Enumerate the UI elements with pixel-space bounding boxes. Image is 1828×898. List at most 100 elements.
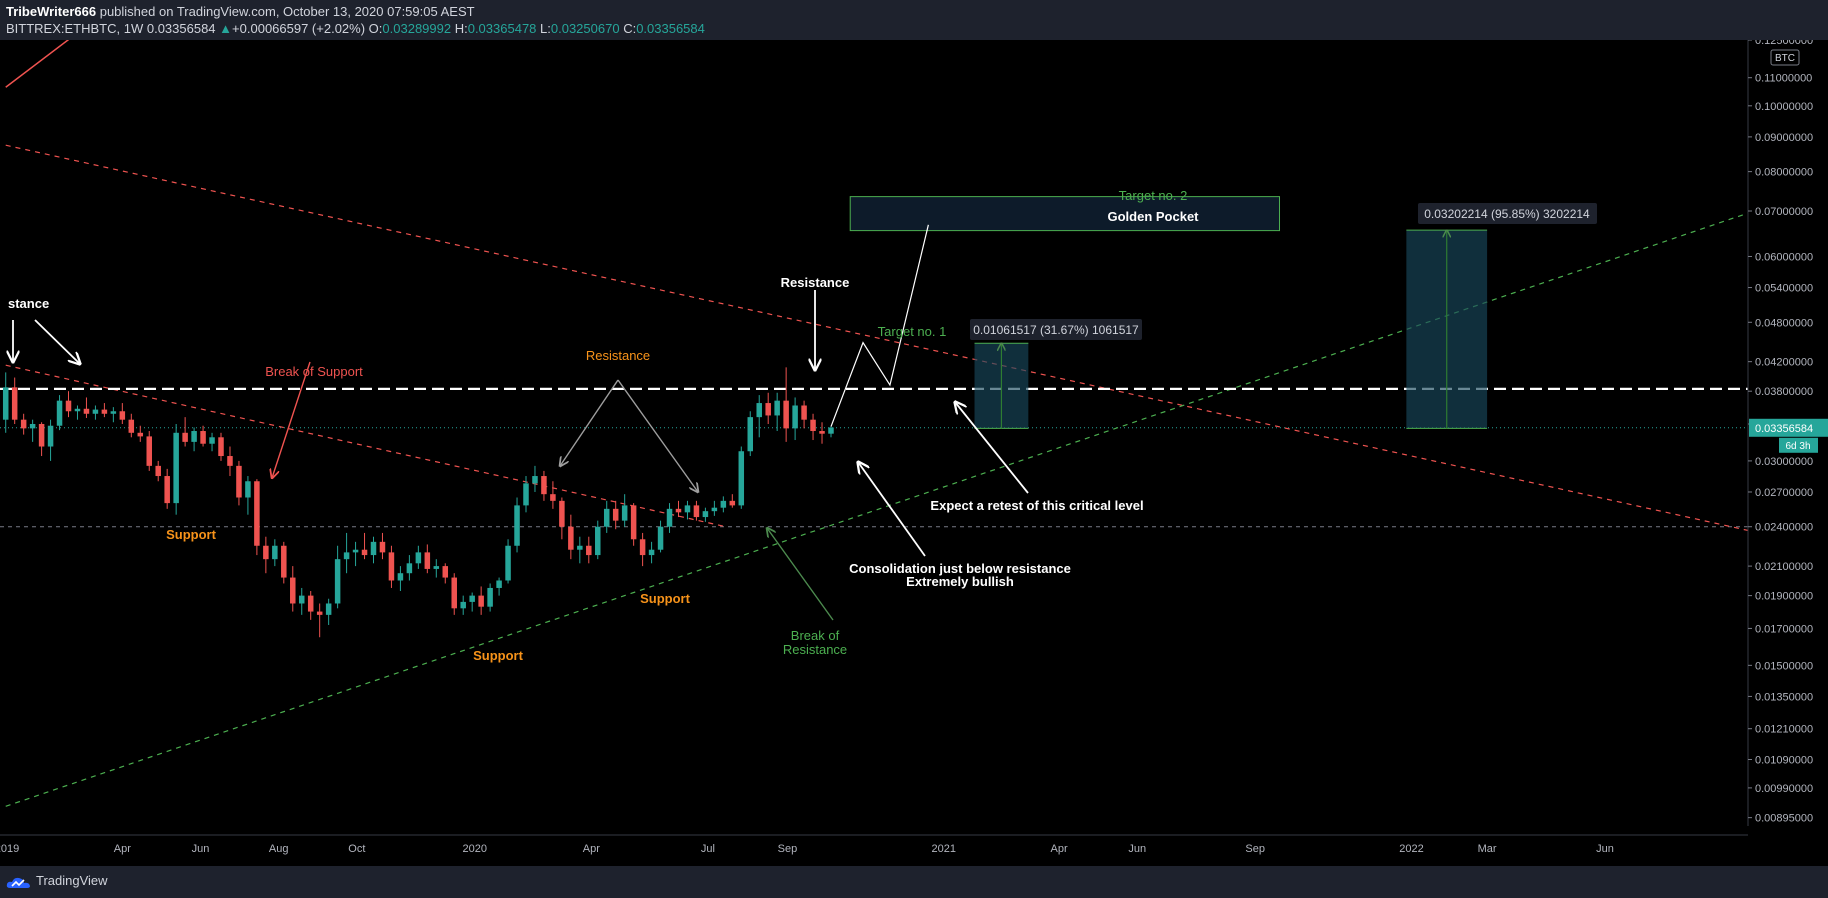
candle-body: [577, 545, 583, 550]
candle-body: [227, 456, 233, 466]
price-tick-label: 0.05400000: [1755, 283, 1813, 295]
price-tick-label: 0.01700000: [1755, 623, 1813, 635]
price-tick-label: 0.01210000: [1755, 724, 1813, 736]
candle-body: [469, 595, 475, 602]
candle-body: [406, 563, 413, 574]
candle-body: [648, 549, 655, 556]
price-tick-label: 0.04200000: [1755, 357, 1813, 369]
candle-body: [496, 580, 502, 588]
candle-body: [29, 423, 36, 429]
chart-header: TribeWriter666 published on TradingView.…: [0, 0, 1828, 40]
plot-background[interactable]: [0, 40, 1748, 826]
candle-body: [209, 437, 215, 444]
price-tick-label: 0.00895000: [1755, 813, 1813, 825]
candle-body: [47, 425, 54, 447]
golden-pocket-label: Golden Pocket: [1107, 209, 1199, 224]
measure-2-label: 0.03202214 (95.85%) 3202214: [1424, 207, 1590, 221]
candle-body: [388, 552, 395, 581]
candle-body: [747, 417, 754, 452]
candle-body: [541, 476, 547, 495]
candle-body: [218, 437, 224, 457]
candle-body: [756, 403, 762, 418]
low-label: L:: [540, 21, 551, 36]
price-tick-label: 0.03800000: [1755, 386, 1813, 398]
price-tick-label: 0.12500000: [1755, 40, 1813, 47]
candle-body: [720, 500, 727, 508]
candle-body: [693, 505, 700, 518]
retest-arrow: [955, 402, 1029, 494]
resistance-label-top: Resistance: [781, 275, 850, 290]
open-value: 0.03289992: [382, 21, 452, 36]
candle-body: [361, 549, 368, 556]
candle-body: [523, 483, 529, 506]
candle-body: [774, 400, 780, 416]
price-tick-label: 0.03000000: [1755, 456, 1813, 468]
author-name[interactable]: TribeWriter666: [6, 4, 97, 19]
ohlc-legend: BITTREX:ETHBTC, 1W 0.03356584 ▲+0.000665…: [6, 21, 705, 36]
candle-body: [20, 419, 27, 429]
measure-1-badge: [970, 319, 1142, 340]
candle-body: [451, 577, 457, 609]
candle-body: [343, 552, 350, 560]
candle-body: [146, 436, 152, 466]
symbol-label[interactable]: BITTREX:ETHBTC, 1W: [6, 21, 144, 36]
candle-body: [11, 387, 18, 420]
close-value: 0.03356584: [636, 21, 705, 36]
candle-body: [83, 408, 90, 414]
currency-label: BTC: [1775, 53, 1795, 64]
candle-body: [514, 505, 520, 546]
time-tick-label: Jul: [701, 843, 715, 855]
candle-body: [550, 494, 556, 501]
price-tick-label: 0.09000000: [1755, 132, 1813, 144]
break-of-resistance-arrow: [767, 528, 834, 621]
high-value: 0.03365478: [467, 21, 537, 36]
candle-body: [568, 526, 574, 550]
time-tick-label: Sep: [1245, 843, 1265, 855]
time-axis-background: [0, 835, 1748, 866]
target-2-label: Target no. 2: [1119, 188, 1188, 203]
candle-body: [666, 508, 673, 527]
candle-body: [702, 511, 709, 518]
candle-body: [298, 595, 305, 604]
drawings: [13, 196, 1597, 621]
candle-body: [711, 507, 718, 512]
time-axis[interactable]: 2019 Apr Jun Aug Oct 2020 Apr Jul Sep 2021 Apr Jun S…: [0, 834, 1748, 866]
candle-body: [801, 405, 807, 420]
price-tick-label: 0.01500000: [1755, 660, 1813, 672]
candle-body: [783, 400, 789, 429]
price-chart[interactable]: 0.12500000 0.11000000 0.10000000 0.09000000…: [0, 40, 1828, 866]
resistance-label-mid: Resistance: [586, 348, 650, 363]
support-label-3: Support: [640, 591, 690, 606]
red-trend-line: [5, 40, 70, 88]
price-tick-label: 0.02400000: [1755, 522, 1813, 534]
price-axis[interactable]: 0.12500000 0.11000000 0.10000000 0.09000000…: [1747, 40, 1828, 866]
golden-pocket-box: [849, 196, 1281, 232]
last-price: 0.03356584: [146, 21, 216, 36]
candle-body: [612, 508, 619, 521]
time-tick-label: Apr: [583, 843, 600, 855]
candle-body: [460, 601, 466, 609]
tradingview-logo[interactable]: TradingView: [6, 873, 108, 889]
candle-body: [74, 408, 81, 412]
measure-1-label: 0.01061517 (31.67%) 1061517: [973, 323, 1139, 337]
candle-body: [657, 526, 664, 550]
candle-body: [173, 432, 179, 504]
candle-body: [137, 432, 144, 437]
candle-body: [119, 411, 126, 420]
candle-body: [765, 403, 771, 416]
candle-body: [110, 411, 117, 414]
candle-body: [478, 595, 484, 607]
target-1-label: Target no. 1: [878, 324, 947, 339]
descending-support-line: [5, 364, 727, 528]
price-tick-label: 0.01350000: [1755, 691, 1813, 703]
candle-body: [559, 500, 565, 527]
candle-body: [272, 545, 278, 560]
time-tick-label: Oct: [348, 843, 365, 855]
time-tick-label: 2019: [0, 843, 19, 855]
candle-body: [2, 387, 9, 420]
candle-body: [200, 431, 206, 444]
descending-resistance-line: [5, 144, 1749, 532]
break-of-resistance-label-2: Resistance: [783, 642, 847, 657]
candle-body: [263, 545, 269, 560]
candle-body: [433, 566, 440, 569]
